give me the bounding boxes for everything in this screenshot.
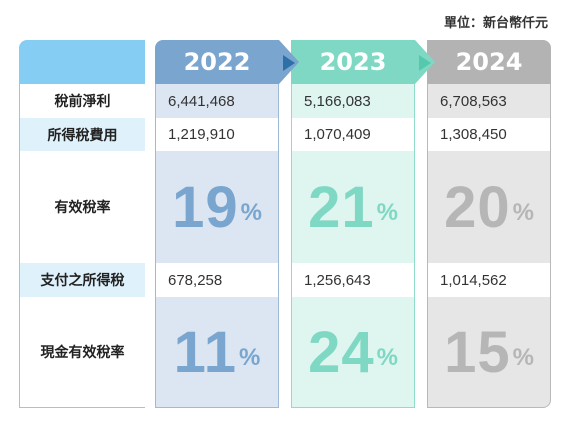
year-body-2024: 6,708,563 1,308,450 20% 1,014,562 15% xyxy=(427,84,551,408)
percent-sign: % xyxy=(512,344,534,371)
unit-label: 單位：新台幣仟元 xyxy=(443,16,548,31)
pretax-income-2023: 5,166,083 xyxy=(304,92,371,110)
tax-paid-2024: 1,014,562 xyxy=(428,263,550,297)
pretax-income-2022: 6,441,468 xyxy=(168,92,235,110)
percent-sign: % xyxy=(512,199,534,226)
year-header-2024: 2024 xyxy=(427,40,551,84)
row-label-tax-expense: 所得稅費用 xyxy=(19,118,145,151)
row-label-effective-rate: 有效稅率 xyxy=(19,151,145,263)
arrow-dart-green-icon xyxy=(419,55,431,71)
row-label-cash-rate: 現金有效稅率 xyxy=(19,297,145,408)
arrow-dart-blue-icon xyxy=(283,55,295,71)
tax-paid-2022: 678,258 xyxy=(156,263,278,297)
year-body-2023: 5,166,083 1,070,409 21% 1,256,643 24% xyxy=(291,84,415,408)
year-header-2022: 2022 xyxy=(155,40,279,84)
year-column-2022: 2022 6,441,468 1,219,910 19% 678,258 11% xyxy=(155,40,279,408)
tax-expense-2022: 1,219,910 xyxy=(156,118,278,151)
row-label-tax-paid: 支付之所得稅 xyxy=(19,263,145,297)
percent-sign: % xyxy=(376,344,398,371)
percent-sign: % xyxy=(376,199,398,226)
tax-expense-2024: 1,308,450 xyxy=(428,118,550,151)
tax-paid-2023: 1,256,643 xyxy=(292,263,414,297)
effective-rate-2022: 19% xyxy=(156,151,278,263)
pretax-income-2024: 6,708,563 xyxy=(440,92,507,110)
year-column-2024: 2024 6,708,563 1,308,450 20% 1,014,562 1… xyxy=(427,40,551,408)
effective-rate-value-2023: 21 xyxy=(308,174,375,240)
effective-rate-2023: 21% xyxy=(292,151,414,263)
cash-rate-value-2024: 15 xyxy=(444,320,511,385)
cash-rate-2024: 15% xyxy=(428,297,550,408)
year-body-2022: 6,441,468 1,219,910 19% 678,258 11% xyxy=(155,84,279,408)
label-column-header xyxy=(19,40,145,84)
cash-rate-value-2023: 24 xyxy=(308,320,375,385)
cash-rate-2022: 11% xyxy=(156,297,278,408)
percent-sign: % xyxy=(238,344,261,371)
effective-rate-value-2022: 19 xyxy=(172,174,239,240)
year-column-2023: 2023 5,166,083 1,070,409 21% 1,256,643 2… xyxy=(291,40,415,408)
effective-rate-2024: 20% xyxy=(428,151,550,263)
tax-expense-2023: 1,070,409 xyxy=(292,118,414,151)
percent-sign: % xyxy=(240,199,262,226)
effective-rate-value-2024: 20 xyxy=(444,174,511,240)
year-header-2023: 2023 xyxy=(291,40,415,84)
cash-rate-value-2022: 11 xyxy=(173,320,237,385)
row-label-pretax-income: 稅前淨利 xyxy=(19,84,145,118)
cash-rate-2023: 24% xyxy=(292,297,414,408)
